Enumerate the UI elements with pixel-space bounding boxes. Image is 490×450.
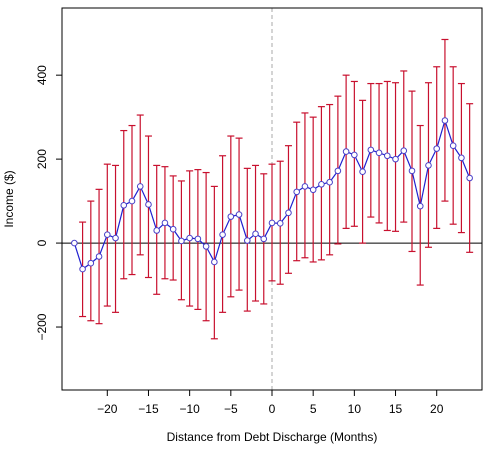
- data-point: [71, 239, 78, 247]
- y-axis-title: Income ($): [2, 170, 16, 227]
- data-point: [301, 183, 309, 190]
- error-bar: [400, 70, 408, 223]
- data-point: [219, 231, 226, 238]
- data-point: [392, 155, 399, 163]
- data-point: [227, 213, 235, 220]
- x-tick-label: 5: [310, 402, 317, 416]
- data-point: [211, 258, 218, 266]
- data-point: [145, 201, 152, 208]
- x-tick-label: 10: [348, 402, 362, 416]
- data-point: [441, 117, 449, 124]
- x-tick-label: −5: [224, 402, 238, 416]
- y-tick-label: 0: [35, 239, 49, 246]
- data-point: [235, 211, 243, 218]
- data-point: [268, 219, 276, 227]
- y-tick-label: 400: [35, 65, 49, 85]
- data-point: [293, 188, 301, 196]
- data-point: [161, 219, 169, 227]
- x-tick-label: 0: [269, 402, 276, 416]
- plot-content: [62, 8, 482, 390]
- x-axis-title: Distance from Debt Discharge (Months): [167, 430, 378, 444]
- data-point: [458, 154, 465, 162]
- data-point: [169, 225, 177, 233]
- data-point: [408, 167, 416, 175]
- data-point: [120, 201, 128, 209]
- data-point: [79, 265, 86, 273]
- data-point: [449, 142, 457, 149]
- data-point: [103, 231, 111, 238]
- data-point: [433, 145, 441, 152]
- data-point: [276, 220, 284, 227]
- data-point: [136, 183, 144, 190]
- data-point: [375, 149, 383, 157]
- data-point: [186, 234, 193, 242]
- data-point: [87, 259, 95, 267]
- data-point: [416, 202, 424, 210]
- data-point: [425, 162, 432, 169]
- data-point: [367, 146, 375, 154]
- error-bar: [284, 145, 292, 274]
- data-point: [466, 174, 473, 182]
- x-tick-label: −10: [179, 402, 200, 416]
- data-point: [351, 151, 358, 159]
- data-point: [252, 230, 259, 238]
- y-tick-label: −200: [35, 313, 49, 340]
- data-point: [260, 235, 268, 243]
- data-point: [400, 147, 408, 155]
- x-axis: −20 −15 −10 −5 0 5 10 15 20: [97, 390, 444, 416]
- data-point: [318, 181, 325, 188]
- x-tick-label: −20: [97, 402, 118, 416]
- data-point: [383, 152, 391, 160]
- data-point: [326, 178, 333, 186]
- data-point: [194, 235, 202, 243]
- data-point: [342, 148, 350, 155]
- data-point: [153, 227, 161, 234]
- x-tick-label: 15: [389, 402, 403, 416]
- y-tick-label: 200: [35, 149, 49, 169]
- data-point: [128, 197, 136, 205]
- data-point: [202, 243, 210, 250]
- data-point: [309, 186, 317, 194]
- x-tick-label: −15: [138, 402, 159, 416]
- data-point: [243, 237, 251, 244]
- data-point: [285, 209, 292, 217]
- data-point: [112, 234, 119, 242]
- plot-frame: [61, 7, 483, 391]
- data-point: [359, 168, 366, 176]
- data-point: [178, 237, 185, 245]
- data-point: [95, 253, 103, 260]
- x-tick-label: 20: [430, 402, 444, 416]
- data-point: [334, 167, 342, 175]
- y-axis: −200 0 200 400: [35, 65, 62, 341]
